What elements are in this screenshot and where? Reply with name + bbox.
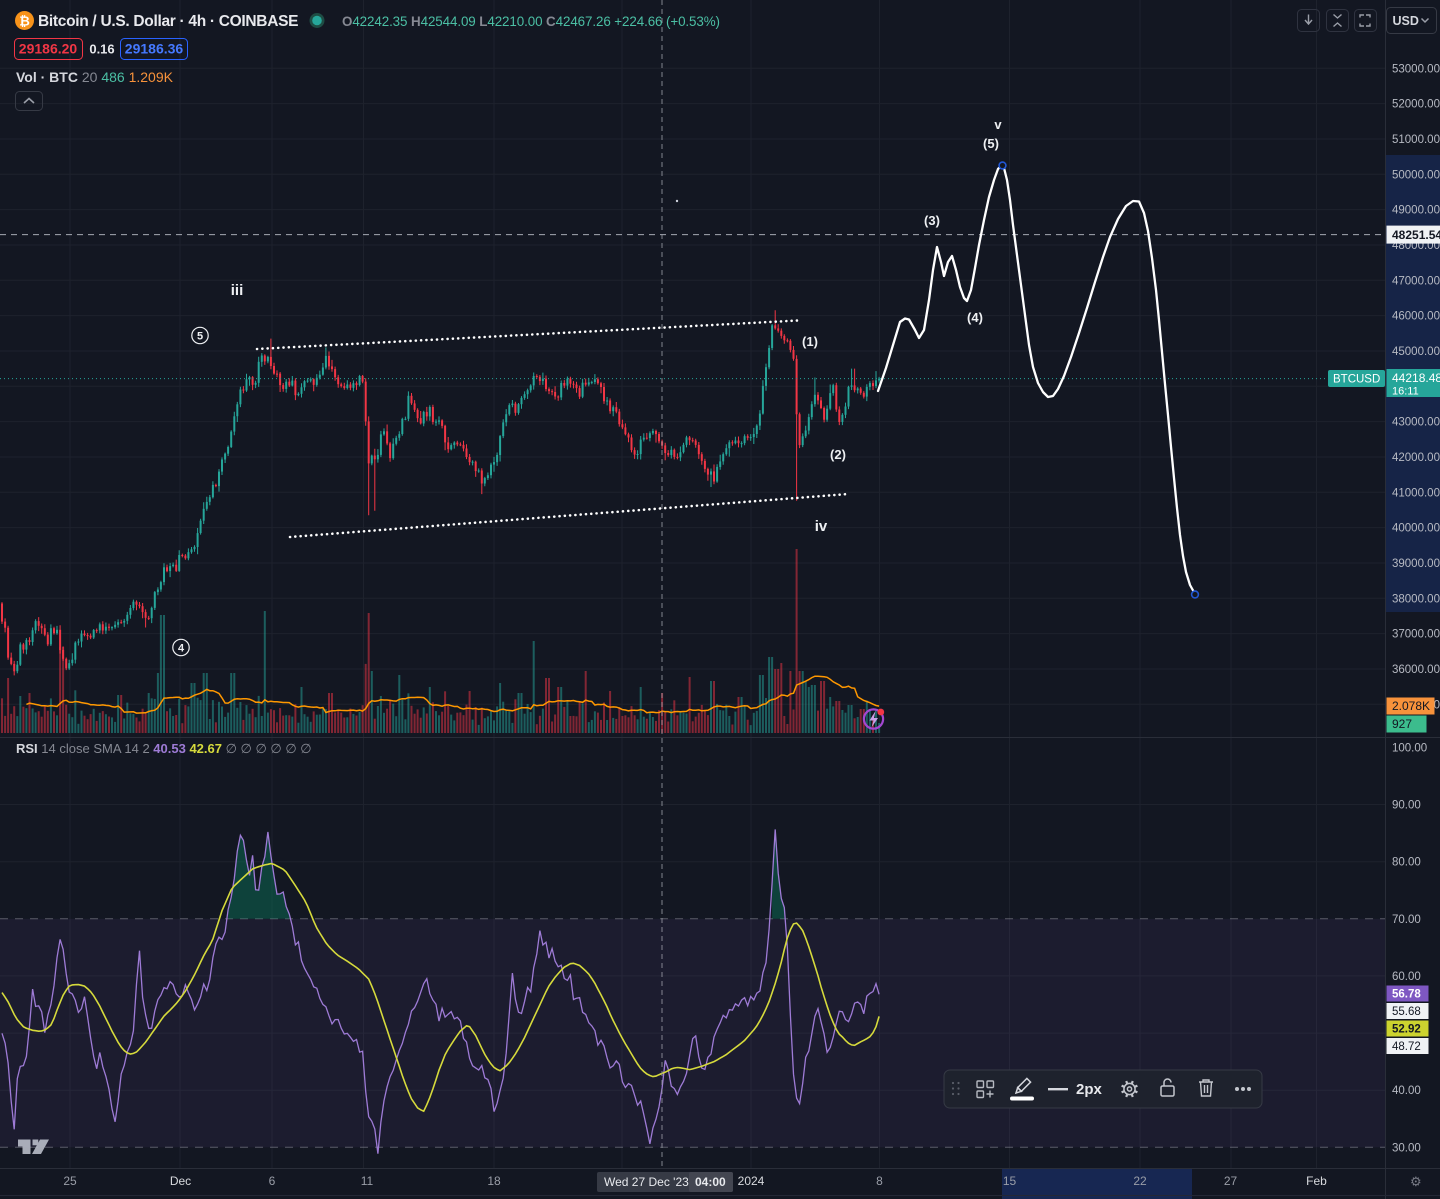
- svg-text:38000.00: 38000.00: [1392, 593, 1440, 605]
- svg-text:5: 5: [197, 331, 203, 343]
- svg-text:60.00: 60.00: [1392, 971, 1421, 983]
- svg-text:04:00: 04:00: [695, 1175, 726, 1189]
- svg-text:Wed 27 Dec '23: Wed 27 Dec '23: [604, 1175, 689, 1189]
- svg-text:29186.20: 29186.20: [19, 41, 78, 57]
- svg-text:43000.00: 43000.00: [1392, 417, 1440, 429]
- svg-text:⚙: ⚙: [1410, 1174, 1422, 1189]
- svg-text:56.78: 56.78: [1392, 989, 1421, 1001]
- svg-text:2024: 2024: [738, 1174, 765, 1188]
- svg-text:₿: ₿: [19, 14, 30, 29]
- svg-text:44218.48: 44218.48: [1392, 371, 1440, 385]
- svg-text:47000.00: 47000.00: [1392, 275, 1440, 287]
- svg-text:2.078K: 2.078K: [1392, 699, 1430, 713]
- svg-text:Feb: Feb: [1306, 1174, 1327, 1188]
- svg-text:(3): (3): [924, 213, 940, 228]
- svg-text:70.00: 70.00: [1392, 914, 1421, 926]
- svg-text:(2): (2): [830, 447, 846, 462]
- svg-text:4: 4: [178, 643, 185, 655]
- svg-text:8: 8: [876, 1174, 883, 1188]
- svg-text:22: 22: [1133, 1174, 1147, 1188]
- svg-text:48251.54: 48251.54: [1392, 228, 1440, 242]
- svg-text:52000.00: 52000.00: [1392, 99, 1440, 111]
- svg-text:51000.00: 51000.00: [1392, 134, 1440, 146]
- svg-text:0.16: 0.16: [89, 42, 114, 57]
- svg-text:BTCUSD: BTCUSD: [1333, 374, 1380, 386]
- svg-text:11: 11: [361, 1174, 374, 1188]
- svg-text:53000.00: 53000.00: [1392, 63, 1440, 75]
- svg-text:(5): (5): [983, 136, 999, 151]
- svg-text:37000.00: 37000.00: [1392, 629, 1440, 641]
- svg-text:100.00: 100.00: [1392, 742, 1427, 754]
- svg-text:48.72: 48.72: [1392, 1041, 1421, 1053]
- svg-text:40.00: 40.00: [1392, 1085, 1421, 1097]
- svg-text:927: 927: [1392, 717, 1412, 731]
- svg-text:52.92: 52.92: [1392, 1024, 1421, 1036]
- svg-text:49000.00: 49000.00: [1392, 205, 1440, 217]
- svg-text:Dec: Dec: [170, 1174, 191, 1188]
- svg-text:Bitcoin / U.S. Dollar · 4h · C: Bitcoin / U.S. Dollar · 4h · COINBASE: [38, 13, 298, 30]
- svg-text:18: 18: [487, 1174, 501, 1188]
- svg-text:40000.00: 40000.00: [1392, 523, 1440, 535]
- svg-text:iii: iii: [231, 282, 244, 299]
- svg-text:46000.00: 46000.00: [1392, 311, 1440, 323]
- svg-text:2px: 2px: [1076, 1081, 1103, 1098]
- svg-text:80.00: 80.00: [1392, 857, 1421, 869]
- svg-text:36000.00: 36000.00: [1392, 664, 1440, 676]
- svg-text:6: 6: [269, 1174, 276, 1188]
- svg-text:39000.00: 39000.00: [1392, 558, 1440, 570]
- svg-text:15: 15: [1003, 1174, 1017, 1188]
- svg-text:O42242.35 H42544.09 L42210.00: O42242.35 H42544.09 L42210.00 C42467.26 …: [342, 14, 720, 29]
- svg-text:27: 27: [1224, 1174, 1238, 1188]
- svg-text:iv: iv: [815, 518, 828, 535]
- svg-text:55.68: 55.68: [1392, 1006, 1421, 1018]
- svg-text:16:11: 16:11: [1392, 386, 1419, 398]
- svg-text:29186.36: 29186.36: [125, 41, 184, 57]
- svg-text:RSI 14 close SMA 14 2 40.53 4: RSI 14 close SMA 14 2 40.53 42.67 ∅ ∅ ∅ …: [16, 741, 312, 756]
- svg-text:(1): (1): [802, 334, 818, 349]
- svg-text:v: v: [994, 117, 1002, 132]
- svg-text:25: 25: [63, 1174, 77, 1188]
- svg-text:(4): (4): [967, 310, 983, 325]
- svg-text:90.00: 90.00: [1392, 800, 1421, 812]
- svg-text:45000.00: 45000.00: [1392, 346, 1440, 358]
- svg-text:USD: USD: [1393, 14, 1419, 28]
- svg-text:Vol · BTC 20 486 1.209K: Vol · BTC 20 486 1.209K: [16, 69, 174, 85]
- svg-text:50000.00: 50000.00: [1392, 169, 1440, 181]
- svg-text:30.00: 30.00: [1392, 1142, 1421, 1154]
- svg-text:41000.00: 41000.00: [1392, 487, 1440, 499]
- svg-text:42000.00: 42000.00: [1392, 452, 1440, 464]
